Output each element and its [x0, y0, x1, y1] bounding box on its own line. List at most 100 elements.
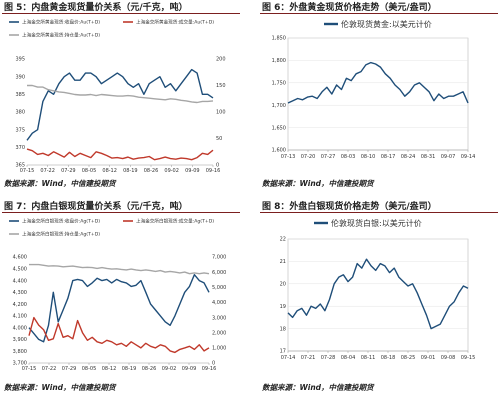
y-left-tick-label: 4,400: [13, 278, 27, 284]
series-line-0: [287, 61, 469, 104]
series-line-2: [27, 84, 214, 104]
x-tick-label: 08-05: [82, 366, 97, 372]
y-left-tick-label: 1,700: [272, 103, 286, 109]
series-line-0: [287, 258, 469, 330]
legend-label-1: 上海金交所黄金现货:成交量:Au(T+D): [136, 19, 214, 26]
y-right-tick-label: 150: [216, 83, 226, 89]
x-tick-label: 09-02: [162, 366, 177, 372]
x-tick-label: 07-13: [281, 154, 296, 160]
y-left-tick-label: 21: [280, 259, 286, 265]
x-tick-label: 08-24: [401, 154, 416, 160]
figure-8-source: 数据来源：Wind，中信建投期货: [262, 383, 374, 392]
y-left-tick-label: 3,700: [13, 361, 27, 367]
x-tick-label: 07-28: [321, 355, 336, 361]
series-line-0: [28, 274, 210, 343]
x-tick-label: 07-22: [42, 366, 57, 372]
y-left-tick-label: 4,300: [13, 290, 27, 296]
x-tick-label: 07-22: [40, 168, 55, 174]
figure-6-title: 图 6：外盘黄金现货价格走势（美元/盎司）: [262, 3, 437, 13]
y-right-tick-label: 3,000: [212, 315, 226, 321]
x-tick-label: 07-15: [22, 366, 37, 372]
figure-7-chart: 3,700 3,800 3,900 4,000 4,100 4,200 4,300 4,400…: [9, 218, 226, 372]
x-tick-label: 08-03: [341, 154, 356, 160]
legend-label-1: 上海金交所白银现货:成交量:Ag(T+D): [136, 218, 214, 225]
y-right-tick-label: 0: [216, 163, 219, 169]
y-right-tick-label: 1,000: [212, 346, 226, 352]
x-tick-label: 07-27: [321, 154, 336, 160]
x-tick-label: 09-09: [182, 366, 197, 372]
x-tick-label: 08-25: [401, 355, 416, 361]
x-tick-label: 08-26: [142, 366, 157, 372]
y-right-tick-label: 6,000: [212, 270, 226, 276]
y-left-tick-label: 3,900: [13, 337, 27, 343]
x-tick-label: 08-19: [123, 168, 138, 174]
y-left-tick-label: 395: [15, 57, 25, 63]
x-tick-label: 09-16: [206, 168, 221, 174]
figure-7-title: 图 7：内盘白银现货量价关系（元/千克，吨）: [4, 202, 188, 212]
x-tick-label: 07-29: [61, 168, 76, 174]
x-tick-label: 08-12: [102, 366, 117, 372]
y-right-tick-label: 0: [212, 361, 215, 367]
figure-8-rule: [260, 212, 498, 213]
x-tick-label: 08-18: [381, 355, 396, 361]
x-tick-label: 09-08: [441, 355, 456, 361]
y-right-tick-label: 2,000: [212, 330, 226, 336]
x-tick-label: 09-09: [185, 168, 200, 174]
y-left-tick-label: 22: [280, 237, 286, 243]
figure-7-rule: [2, 212, 240, 213]
y-left-tick-label: 19: [280, 304, 286, 310]
y-left-tick-label: 4,000: [13, 325, 27, 331]
y-left-tick-label: 1,800: [272, 58, 286, 64]
y-left-tick-label: 1,850: [272, 36, 286, 42]
x-tick-label: 09-15: [461, 355, 476, 361]
x-tick-label: 07-20: [301, 154, 316, 160]
figure-8-chart: 17 18 19 20 21 22 07-14 07-21 07-28 08-04 08-11 08-…: [280, 218, 476, 361]
x-tick-label: 08-11: [361, 355, 376, 361]
figure-6-rule: [260, 13, 498, 14]
figure-6-source: 数据来源：Wind，中信建投期货: [262, 179, 374, 188]
y-left-tick-label: 380: [15, 110, 25, 116]
series-line-1: [28, 316, 210, 354]
y-left-tick-label: 4,500: [13, 266, 27, 272]
y-right-tick-label: 5,000: [212, 285, 226, 291]
y-left-tick-label: 370: [15, 145, 25, 151]
legend-label-0: 伦敦现货黄金:以美元计价: [341, 19, 432, 29]
y-right-tick-label: 50: [216, 136, 222, 142]
y-left-tick-label: 3,800: [13, 349, 27, 355]
figure-8-title: 图 8：外盘白银现货价格走势（美元/盎司）: [262, 202, 437, 212]
x-tick-label: 07-14: [281, 355, 296, 361]
x-tick-label: 07-21: [301, 355, 316, 361]
y-left-tick-label: 365: [15, 163, 25, 169]
y-left-tick-label: 4,600: [13, 255, 27, 261]
plot-border: [287, 37, 469, 151]
series-line-0: [26, 68, 214, 141]
y-left-tick-label: 20: [280, 282, 286, 288]
y-right-tick-label: 4,000: [212, 300, 226, 306]
x-tick-label: 08-10: [361, 154, 376, 160]
x-tick-label: 09-07: [441, 154, 456, 160]
x-tick-label: 09-02: [164, 168, 179, 174]
y-left-tick-label: 17: [280, 349, 286, 355]
figure-5-chart: 365 370 375 380 385 390 395 0 50 100 150 200 07-15 07…: [9, 19, 226, 174]
x-tick-label: 08-04: [341, 355, 356, 361]
x-tick-label: 08-05: [82, 168, 97, 174]
y-left-tick-label: 390: [15, 74, 25, 80]
legend-label-2: 上海金交所白银现货:持仓量:Ag(T+D): [22, 231, 100, 238]
y-right-tick-label: 100: [216, 110, 226, 116]
figure-5-title: 图 5：内盘黄金现货量价关系（元/千克，吨）: [4, 3, 188, 13]
y-right-tick-label: 7,000: [212, 255, 226, 261]
x-tick-label: 09-16: [202, 366, 217, 372]
figure-5-source: 数据来源：Wind，中信建投期货: [4, 179, 116, 188]
x-tick-label: 08-31: [421, 154, 436, 160]
figure-6-chart: 1,600 1,650 1,700 1,750 1,800 1,850 07-13 07-20…: [272, 19, 476, 160]
legend-label-0: 上海金交所黄金现货:收盘价:Au(T+D): [22, 19, 100, 26]
x-tick-label: 09-14: [461, 154, 476, 160]
x-tick-label: 08-12: [102, 168, 117, 174]
x-tick-label: 08-17: [381, 154, 396, 160]
y-left-tick-label: 4,100: [13, 314, 27, 320]
legend-label-0: 上海金交所白银现货:收盘价:Ag(T+D): [22, 218, 100, 225]
figure-5-rule: [2, 13, 240, 14]
figure-7-source: 数据来源：Wind，中信建投期货: [4, 383, 116, 392]
x-tick-label: 08-19: [122, 366, 137, 372]
y-left-tick-label: 1,650: [272, 125, 286, 131]
